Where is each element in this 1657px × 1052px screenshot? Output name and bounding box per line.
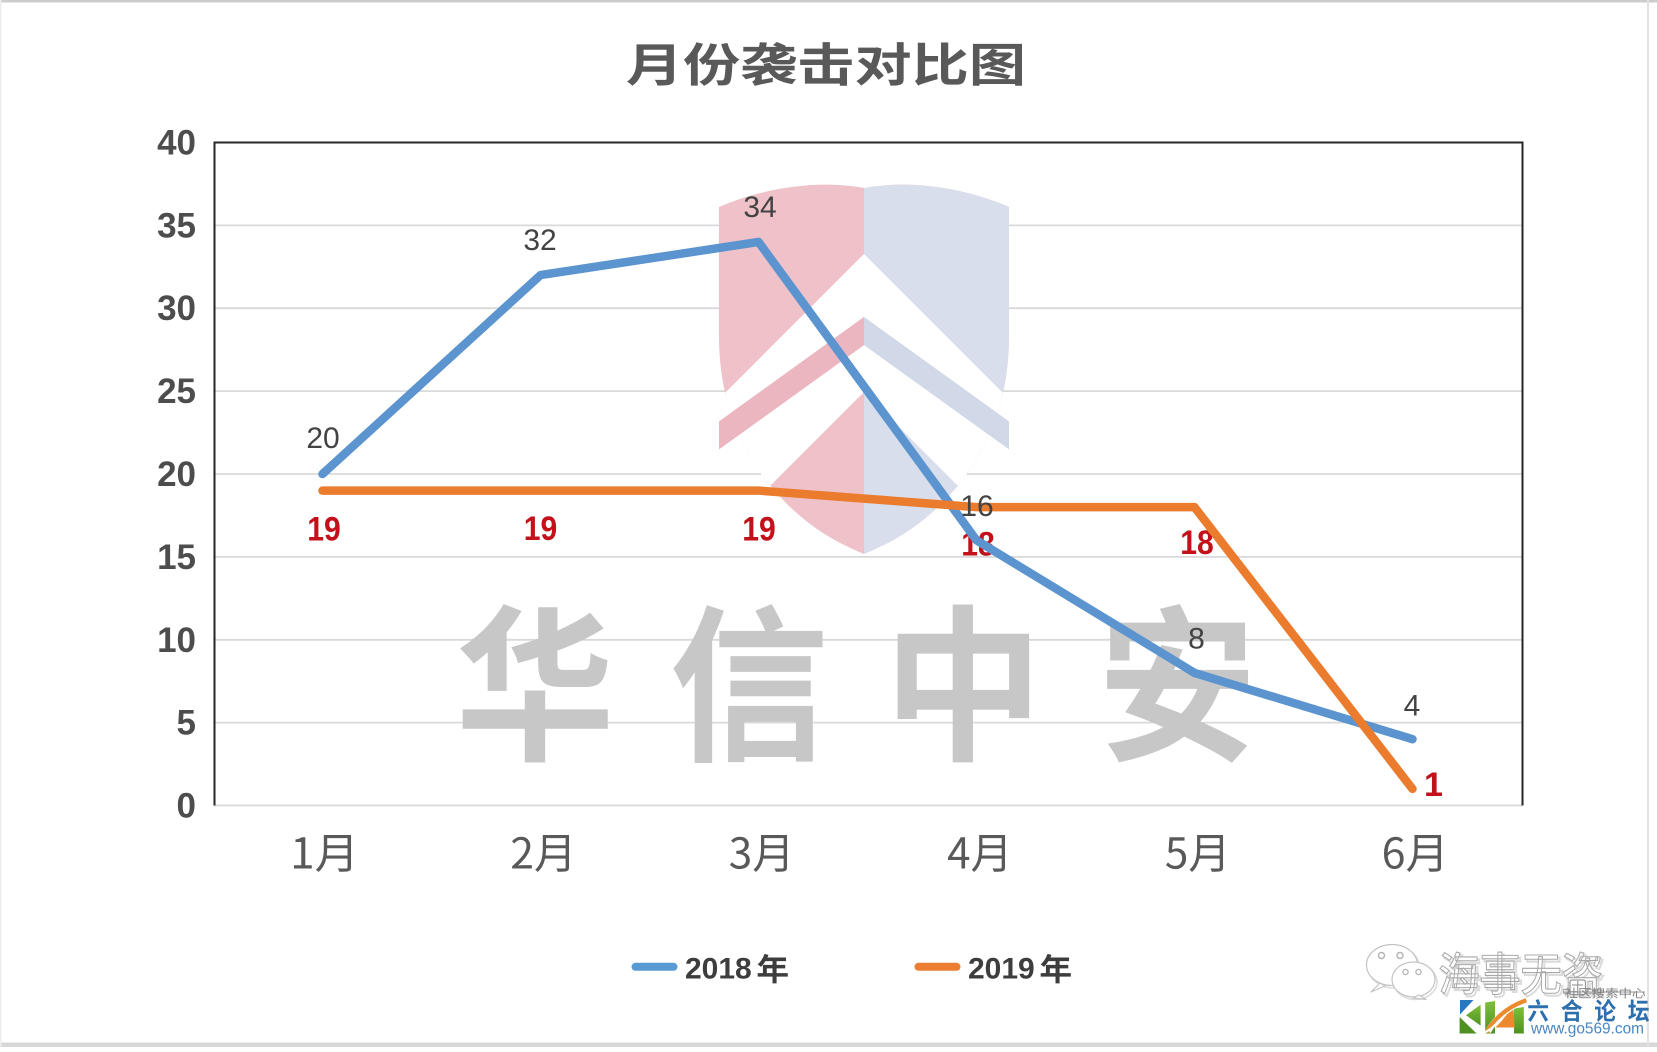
svg-text:1: 1 bbox=[1424, 766, 1443, 804]
svg-text:8: 8 bbox=[1188, 622, 1205, 655]
svg-text:19: 19 bbox=[524, 510, 558, 548]
svg-text:www.go569.com: www.go569.com bbox=[1530, 1021, 1644, 1038]
svg-text:19: 19 bbox=[742, 510, 776, 548]
svg-text:40: 40 bbox=[157, 124, 196, 163]
svg-text:10: 10 bbox=[157, 621, 196, 660]
svg-text:32: 32 bbox=[523, 224, 556, 257]
svg-text:2019: 2019 bbox=[968, 953, 1035, 986]
svg-text:20: 20 bbox=[157, 455, 196, 494]
svg-text:0: 0 bbox=[177, 787, 196, 826]
svg-text:15: 15 bbox=[157, 538, 196, 577]
svg-text:16: 16 bbox=[960, 490, 993, 523]
svg-text:30: 30 bbox=[157, 289, 196, 328]
svg-text:35: 35 bbox=[157, 206, 196, 245]
svg-text:19: 19 bbox=[307, 510, 341, 548]
svg-text:20: 20 bbox=[306, 422, 339, 455]
svg-text:5: 5 bbox=[177, 704, 196, 743]
svg-text:25: 25 bbox=[157, 372, 196, 411]
svg-text:4: 4 bbox=[1404, 689, 1421, 722]
svg-text:2018: 2018 bbox=[685, 953, 752, 986]
svg-text:34: 34 bbox=[743, 191, 776, 224]
